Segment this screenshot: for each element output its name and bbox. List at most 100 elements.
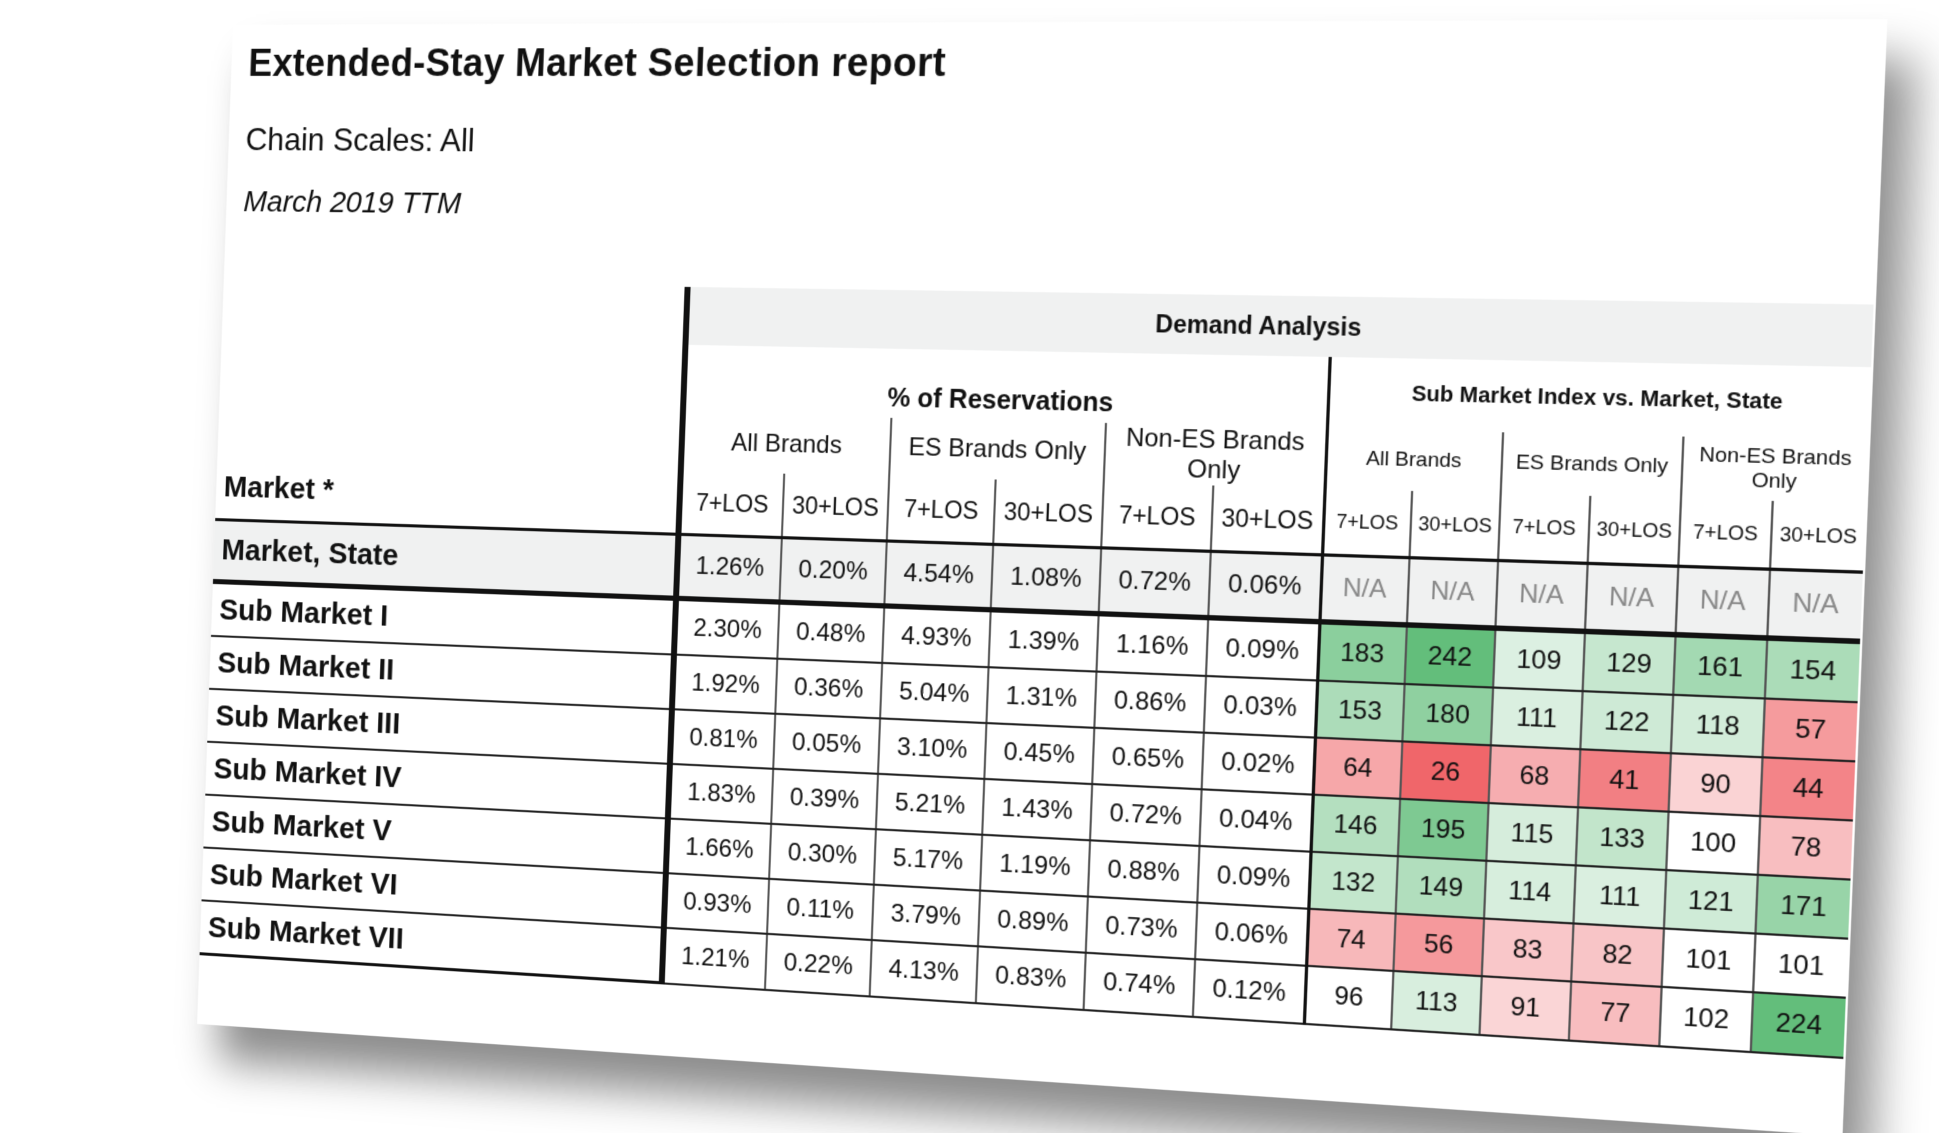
index-cell: 68 [1489, 745, 1581, 807]
table-body: Market, State 1.26% 0.20% 4.54% 1.08% 0.… [200, 520, 1863, 1058]
pct-cell: 1.16% [1096, 614, 1208, 676]
pct-cell: 1.39% [989, 610, 1099, 672]
index-cell: 41 [1578, 749, 1671, 811]
pct-cell: 0.74% [1084, 953, 1196, 1017]
report-subtitle: Chain Scales: All [245, 121, 475, 159]
los-header: 30+LOS [1588, 496, 1681, 566]
pct-cell: 0.30% [769, 824, 876, 885]
los-header: 30+LOS [1770, 501, 1866, 572]
pct-cell: 0.83% [976, 946, 1086, 1009]
pct-cell: 0.11% [767, 879, 874, 940]
index-cell: 118 [1671, 695, 1765, 757]
pct-group-es-brands: ES Brands Only [889, 418, 1106, 483]
pct-cell: 0.06% [1195, 903, 1308, 966]
index-cell: N/A [1676, 566, 1770, 638]
pct-cell: 4.93% [882, 606, 991, 667]
index-cell: 101 [1753, 934, 1848, 998]
index-cell: N/A [1495, 561, 1587, 632]
index-cell: 114 [1484, 861, 1576, 924]
pct-cell: 0.39% [771, 769, 878, 829]
index-cell: 96 [1304, 966, 1394, 1029]
index-cell: 111 [1491, 688, 1583, 750]
index-cell: 101 [1662, 928, 1756, 992]
market-column-header: Market * [215, 280, 687, 534]
pct-cell: 0.72% [1099, 548, 1211, 618]
index-cell: 161 [1673, 635, 1767, 699]
pct-cell: 0.72% [1090, 784, 1202, 846]
los-header: 7+LOS [1101, 482, 1213, 551]
pct-cell: 1.83% [668, 764, 773, 824]
index-cell: 113 [1391, 971, 1482, 1034]
los-header: 7+LOS [887, 477, 996, 545]
pct-cell: 5.17% [874, 829, 982, 890]
pct-cell: 0.89% [978, 891, 1088, 953]
index-cell: 180 [1402, 684, 1493, 745]
index-cell: 91 [1480, 976, 1572, 1040]
index-cell: 56 [1393, 914, 1484, 977]
index-cell: 129 [1583, 631, 1676, 694]
pct-cell: 0.20% [779, 538, 886, 606]
idx-group-es-brands: ES Brands Only [1501, 432, 1684, 498]
pct-cell: 3.10% [878, 718, 986, 779]
pct-cell: 1.19% [980, 835, 1090, 897]
index-cell: N/A [1767, 569, 1863, 641]
index-cell: N/A [1319, 555, 1409, 625]
index-cell: 171 [1755, 875, 1850, 939]
idx-group-all-brands: All Brands [1325, 428, 1504, 493]
index-cell: 242 [1405, 625, 1496, 688]
los-header: 30+LOS [782, 474, 889, 541]
pct-cell: 1.26% [676, 534, 782, 602]
pct-cell: 0.93% [664, 873, 769, 934]
los-header: 7+LOS [1322, 489, 1412, 558]
pct-cell: 0.12% [1193, 959, 1306, 1023]
index-cell: 78 [1758, 816, 1853, 880]
index-cell: 121 [1664, 870, 1758, 933]
demand-analysis-table: Market * Demand Analysis % of Reservatio… [200, 280, 1874, 1059]
idx-group-non-es-brands: Non-ES Brands Only [1681, 437, 1868, 504]
pct-cell: 0.09% [1197, 846, 1310, 909]
los-header: 7+LOS [678, 471, 784, 538]
index-cell: 133 [1576, 807, 1669, 870]
index-cell: 132 [1308, 852, 1398, 914]
pct-cell: 0.05% [773, 714, 880, 774]
index-cell: N/A [1407, 558, 1498, 628]
pct-cell: 1.21% [662, 928, 767, 990]
index-cell: 109 [1493, 628, 1585, 691]
pct-cell: 0.86% [1094, 672, 1206, 733]
index-cell: 122 [1580, 691, 1673, 753]
index-cell: 26 [1400, 741, 1491, 803]
pct-cell: 1.08% [991, 544, 1101, 613]
pct-cell: 5.04% [880, 663, 988, 723]
index-cell: 77 [1569, 981, 1662, 1045]
pct-group-non-es-brands: Non-ES Brands Only [1104, 423, 1327, 489]
index-cell: 82 [1571, 923, 1664, 986]
pct-cell: 4.13% [870, 940, 978, 1003]
pct-cell: 2.30% [674, 598, 779, 658]
index-cell: 183 [1317, 622, 1407, 684]
los-header: 30+LOS [993, 479, 1103, 547]
sub-market-index-header: Sub Market Index vs. Market, State [1327, 357, 1871, 441]
los-header: 7+LOS [1498, 493, 1590, 563]
index-cell: 44 [1760, 757, 1855, 820]
index-cell: 90 [1669, 753, 1763, 816]
pct-cell: 4.54% [884, 541, 993, 610]
pct-cell: 3.79% [872, 885, 980, 947]
index-cell: N/A [1585, 563, 1678, 634]
report-sheet: Extended-Stay Market Selection report Ch… [197, 19, 1887, 1133]
index-cell: 149 [1396, 856, 1487, 918]
pct-cell: 0.03% [1204, 676, 1317, 738]
index-cell: 57 [1763, 698, 1858, 761]
pct-cell: 0.88% [1088, 840, 1200, 902]
report-title: Extended-Stay Market Selection report [248, 41, 947, 86]
pct-cell: 5.21% [876, 774, 984, 835]
pct-cell: 0.22% [765, 934, 872, 996]
index-cell: 83 [1482, 918, 1574, 981]
index-cell: 74 [1306, 909, 1396, 971]
index-cell: 153 [1315, 680, 1405, 741]
index-cell: 154 [1765, 638, 1860, 702]
pct-cell: 1.43% [982, 779, 1092, 840]
index-cell: 64 [1313, 738, 1403, 799]
pct-cell: 1.92% [672, 655, 777, 714]
index-cell: 224 [1751, 992, 1846, 1057]
los-header: 30+LOS [1211, 485, 1325, 554]
